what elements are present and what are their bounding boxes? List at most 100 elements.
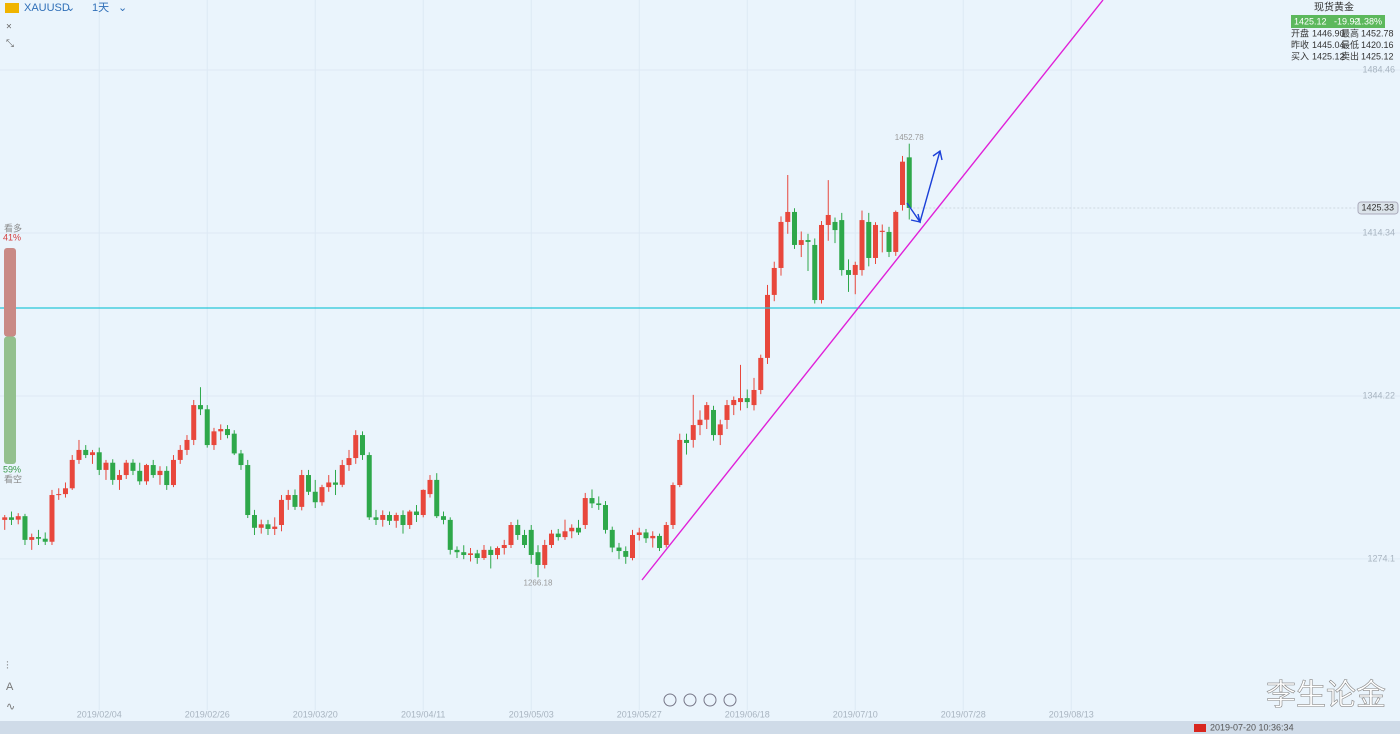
candle-body [589, 498, 595, 504]
candle-body [272, 526, 278, 529]
quote-cell: 最高 [1341, 27, 1359, 38]
candle-body [467, 553, 473, 555]
candle-body [191, 405, 197, 440]
candle-body [555, 533, 561, 538]
candle-body [130, 462, 136, 471]
tool-icon[interactable]: A [6, 681, 14, 693]
candle-body [258, 524, 264, 528]
candle-body [299, 475, 305, 507]
candle-body [8, 517, 14, 520]
candle-body [413, 511, 419, 516]
dropdown[interactable]: ⌄ [66, 2, 75, 14]
candle-body [204, 409, 210, 446]
dropdown[interactable]: ⌄ [118, 2, 127, 14]
candle-body [778, 221, 784, 268]
candle-body [609, 529, 615, 548]
candle-body [278, 499, 284, 526]
candle-body [22, 516, 28, 540]
candle-body [386, 515, 392, 521]
candle-body [393, 515, 399, 521]
candle-body [447, 519, 453, 550]
candle-body [832, 221, 838, 231]
status-bar [0, 721, 1400, 734]
candle-body [569, 527, 575, 532]
zoom-out-button[interactable] [663, 693, 677, 707]
symbol[interactable]: XAUUSD [24, 2, 70, 14]
candle-body [420, 489, 426, 516]
candle-body [481, 549, 487, 559]
x-tick-label: 2019/02/26 [185, 709, 230, 719]
candle-body [339, 465, 345, 485]
candle-body [292, 495, 298, 507]
quote-badge [1291, 15, 1385, 28]
candle-body [501, 544, 507, 549]
next-button[interactable] [703, 693, 717, 707]
candle-body [792, 211, 798, 245]
timestamp: 2019-07-20 10:36:34 [1210, 722, 1294, 732]
candle-body [596, 503, 602, 506]
long-bar [4, 248, 16, 337]
long-label: 看多 [4, 222, 22, 233]
candle-body [616, 547, 622, 552]
x-tick-label: 2019/08/13 [1049, 709, 1094, 719]
candle-body [197, 405, 203, 410]
candle-body [170, 459, 176, 486]
y-tick-label: 1344.22 [1362, 390, 1395, 400]
y-tick-label: 1414.34 [1362, 227, 1395, 237]
candle-body [164, 470, 170, 486]
candle-body [717, 424, 723, 436]
candle-body [602, 505, 608, 530]
annotation: 1452.78 [895, 133, 924, 142]
candle-body [312, 491, 318, 503]
x-tick-label: 2019/04/11 [401, 709, 445, 719]
candle-body [643, 532, 649, 539]
candle-body [548, 533, 554, 545]
candle-body [96, 452, 102, 470]
candle-body [400, 515, 406, 526]
tool-icon[interactable]: ∿ [6, 701, 15, 713]
candle-body [116, 475, 122, 480]
candle-body [636, 532, 642, 535]
candle-body [738, 398, 744, 403]
quote-cell: 买入 [1291, 51, 1309, 61]
candle-body [819, 224, 825, 301]
candle-body [758, 357, 764, 390]
candle-body [346, 458, 352, 466]
candle-body [184, 439, 190, 450]
prev-button[interactable] [683, 693, 697, 707]
tool-icon[interactable]: ⫶ [6, 660, 9, 672]
quote-cell: 1452.78 [1361, 28, 1394, 38]
last-price-label: 1425.33 [1361, 202, 1394, 212]
zoom-in-button[interactable] [723, 693, 737, 707]
collapse-button[interactable]: ⤡ [6, 39, 14, 50]
candle-body [751, 389, 757, 406]
candle-body [474, 553, 480, 559]
candle-body [893, 211, 899, 252]
candle-body [528, 529, 534, 555]
candle-body [49, 495, 55, 542]
candle-body [42, 538, 48, 542]
candle-body [515, 525, 521, 535]
quote-cell: 1446.90 [1312, 28, 1345, 38]
x-tick-label: 2019/06/18 [725, 709, 770, 719]
candle-body [704, 405, 710, 420]
flag-icon [1194, 724, 1206, 732]
candle-body [366, 455, 372, 518]
candle-body [224, 429, 230, 436]
candle-body [76, 449, 82, 460]
candle-body [535, 552, 541, 565]
candle-body [461, 552, 467, 555]
quote-cell: 昨收 [1291, 39, 1309, 50]
candle-body [353, 435, 359, 459]
quote-cell: 开盘 [1291, 27, 1309, 38]
quote-cell: 1445.04 [1312, 40, 1345, 50]
nav-buttons [663, 693, 737, 707]
candle-body [846, 270, 852, 275]
interval[interactable]: 1天 [92, 2, 109, 14]
candle-body [508, 525, 514, 545]
close-button[interactable]: × [6, 22, 12, 33]
candle-body [812, 244, 818, 301]
